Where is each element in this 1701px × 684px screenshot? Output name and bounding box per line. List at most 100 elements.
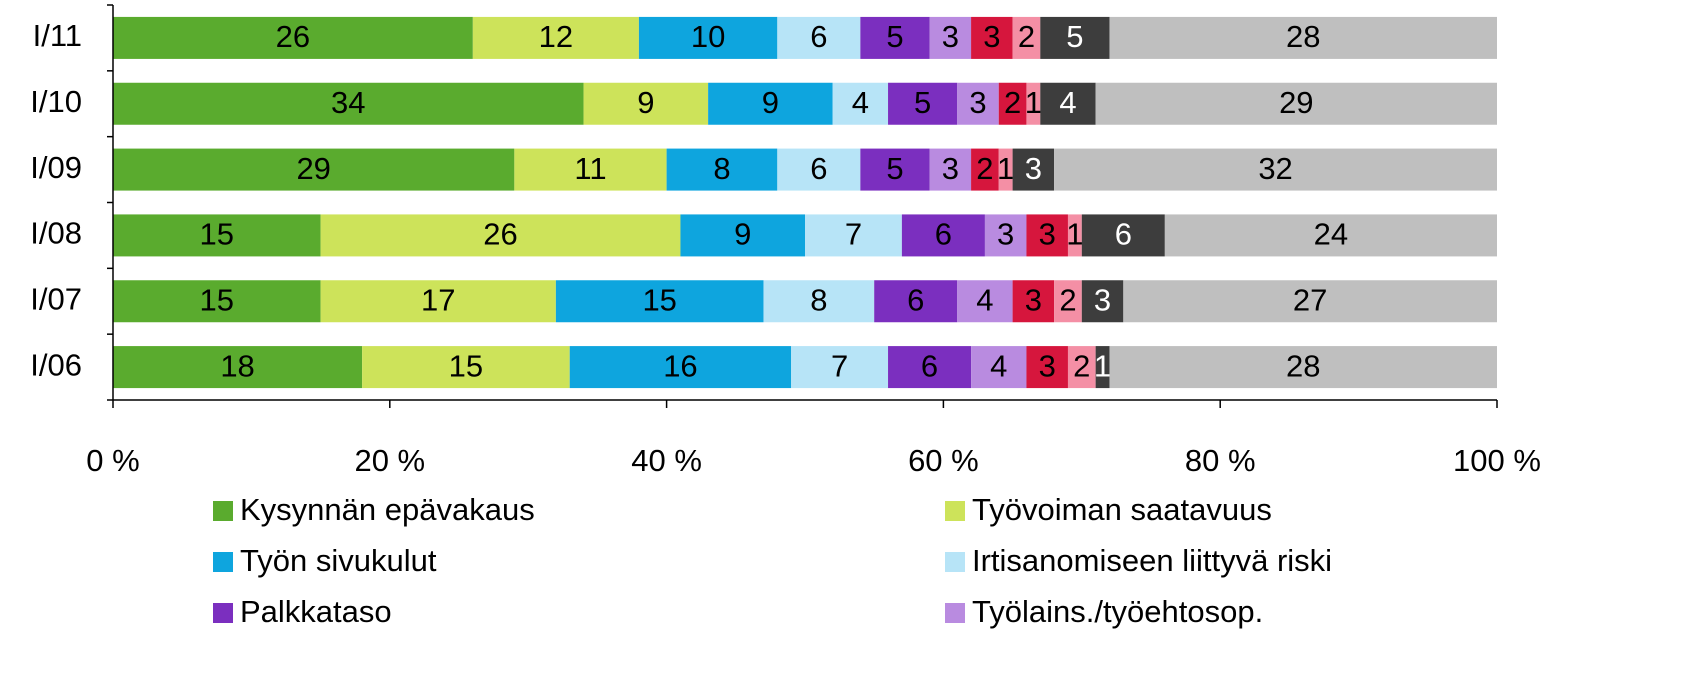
data-label: 3: [942, 19, 959, 54]
bar-segment: [1040, 82, 1096, 125]
data-label: 26: [276, 19, 310, 54]
bar-segment: [1109, 346, 1497, 389]
bar-segment: [971, 346, 1027, 389]
data-label: 2: [1018, 19, 1035, 54]
data-label: 16: [663, 348, 697, 383]
legend-swatch: [213, 552, 233, 572]
data-label: 6: [810, 19, 827, 54]
data-label: 6: [935, 217, 952, 252]
x-tick-label: 20 %: [354, 443, 425, 478]
bar-segment: [1012, 16, 1041, 59]
bar-segment: [1026, 214, 1068, 257]
bar-segment: [1095, 346, 1110, 389]
data-label: 9: [637, 85, 654, 120]
legend-label: Palkkataso: [240, 594, 392, 629]
y-tick-label: I/10: [30, 84, 82, 119]
bar-segment: [777, 16, 861, 59]
bar-segment: [805, 214, 902, 257]
bar-segment: [362, 346, 570, 389]
bar-segment: [113, 82, 584, 125]
bar-segment: [888, 82, 958, 125]
x-tick-label: 80 %: [1185, 443, 1256, 478]
bar-segment: [320, 214, 681, 257]
legend-swatch: [213, 501, 233, 521]
bar-segment: [113, 148, 515, 191]
data-label: 15: [642, 282, 676, 317]
data-label: 2: [976, 151, 993, 186]
y-tick-label: I/08: [30, 216, 82, 251]
data-label: 2: [1004, 85, 1021, 120]
bar-segment: [791, 346, 889, 389]
legend-label: Työlains./työehtosop.: [972, 594, 1263, 629]
bar-segment: [1123, 280, 1497, 323]
bar-segment: [1067, 346, 1096, 389]
y-tick-label: I/07: [30, 281, 82, 316]
bar-segment: [514, 148, 667, 191]
bar-segment: [1164, 214, 1497, 257]
data-label: 2: [1073, 348, 1090, 383]
bar-segment: [638, 16, 778, 59]
bar-segment: [1026, 82, 1041, 125]
data-label: 28: [1286, 19, 1320, 54]
bar-segment: [971, 16, 1013, 59]
bar-segment: [1095, 82, 1497, 125]
bar-segment: [1109, 16, 1497, 59]
legend-swatch: [945, 603, 965, 623]
data-label: 1: [997, 151, 1014, 186]
data-label: 15: [449, 348, 483, 383]
data-label: 3: [942, 151, 959, 186]
data-label: 9: [734, 217, 751, 252]
bar-segment: [113, 16, 473, 59]
bar-segment: [1012, 148, 1055, 191]
bar-segment: [1054, 280, 1082, 323]
y-tick-label: I/09: [30, 150, 82, 185]
data-label: 3: [983, 19, 1000, 54]
data-label: 7: [831, 348, 848, 383]
bar-segment: [320, 280, 556, 323]
data-label: 11: [574, 151, 606, 186]
bar-segment: [1054, 148, 1497, 191]
legend-label: Työvoiman saatavuus: [972, 492, 1272, 527]
data-label: 6: [921, 348, 938, 383]
data-label: 27: [1293, 282, 1327, 317]
bar-segment: [971, 148, 999, 191]
bar-segment: [888, 346, 972, 389]
bar-segment: [472, 16, 639, 59]
bar-segment: [832, 82, 889, 125]
bar-segment: [998, 148, 1013, 191]
data-label: 5: [914, 85, 931, 120]
data-label: 1: [1025, 85, 1042, 120]
bar-segment: [666, 148, 778, 191]
data-label: 15: [200, 217, 234, 252]
data-label: 29: [1279, 85, 1313, 120]
data-label: 24: [1314, 217, 1348, 252]
data-label: 2: [1059, 282, 1076, 317]
bar-segment: [569, 346, 792, 389]
bar-segment: [583, 82, 709, 125]
bar-segment: [777, 148, 861, 191]
data-label: 3: [1025, 282, 1042, 317]
data-label: 3: [1025, 151, 1042, 186]
data-label: 8: [713, 151, 730, 186]
y-tick-label: I/11: [33, 18, 82, 53]
legend-swatch: [945, 552, 965, 572]
data-label: 4: [990, 348, 1007, 383]
x-tick-label: 40 %: [631, 443, 702, 478]
bar-segment: [998, 82, 1027, 125]
legend-swatch: [945, 501, 965, 521]
legend-swatch: [213, 603, 233, 623]
data-label: 1: [1094, 348, 1111, 383]
x-tick-label: 0 %: [86, 443, 139, 478]
bar-segment: [555, 280, 764, 323]
x-tick-label: 100 %: [1453, 443, 1541, 478]
bar-segment: [860, 148, 930, 191]
data-label: 5: [886, 19, 903, 54]
legend-label: Irtisanomiseen liittyvä riski: [972, 543, 1332, 578]
bar-segment: [1012, 280, 1055, 323]
bar-segment: [680, 214, 805, 257]
bar-segment: [113, 214, 321, 257]
bar-segment: [113, 280, 321, 323]
bar-segment: [1040, 16, 1110, 59]
data-label: 7: [845, 217, 862, 252]
data-label: 3: [1039, 217, 1056, 252]
